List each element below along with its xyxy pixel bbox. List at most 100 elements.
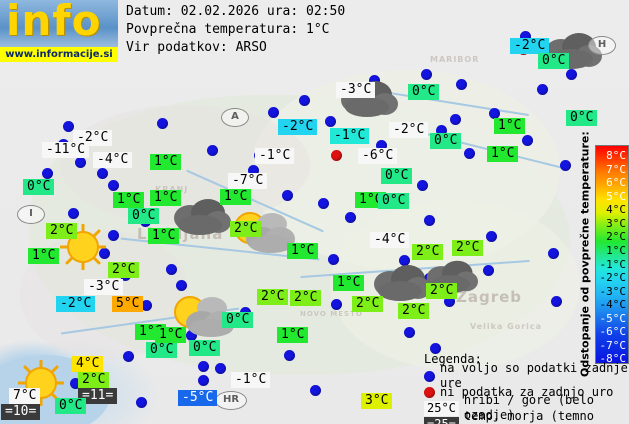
temperature-label: -11°C — [42, 142, 90, 158]
temperature-label: 0°C — [408, 84, 440, 100]
station-dot-available[interactable] — [157, 118, 168, 129]
station-dot-available[interactable] — [99, 248, 110, 259]
station-dot-available[interactable] — [299, 95, 310, 106]
station-dot-available[interactable] — [331, 299, 342, 310]
station-available-icon — [424, 370, 435, 382]
scale-tick: -5°C — [599, 311, 627, 325]
station-dot-available[interactable] — [430, 343, 441, 354]
logo-url-text: www.informacije.si — [5, 49, 113, 60]
temperature-label: 1°C — [113, 192, 145, 208]
station-dot-available[interactable] — [284, 350, 295, 361]
station-dot-available[interactable] — [522, 135, 533, 146]
station-dot-available[interactable] — [489, 108, 500, 119]
station-dot-available[interactable] — [456, 79, 467, 90]
station-dot-available[interactable] — [310, 385, 321, 396]
scale-tick: -1°C — [599, 257, 627, 271]
station-dot-available[interactable] — [108, 180, 119, 191]
legend-sea-chip: =25= — [424, 416, 459, 424]
station-dot-nodata[interactable] — [331, 150, 342, 161]
city-label: Velika Gorica — [470, 322, 543, 331]
station-dot-available[interactable] — [136, 397, 147, 408]
temperature-label: 2°C — [257, 289, 289, 305]
station-dot-available[interactable] — [328, 254, 339, 265]
station-dot-available[interactable] — [450, 114, 461, 125]
station-dot-available[interactable] — [464, 148, 475, 159]
station-dot-available[interactable] — [166, 264, 177, 275]
station-dot-available[interactable] — [444, 296, 455, 307]
station-dot-available[interactable] — [486, 231, 497, 242]
temperature-label: 7°C — [9, 388, 41, 404]
scale-tick: 8°C — [606, 149, 626, 162]
temperature-label: 0°C — [378, 193, 410, 209]
station-dot-available[interactable] — [520, 31, 531, 42]
station-dot-available[interactable] — [97, 168, 108, 179]
temperature-label: 0°C — [23, 179, 55, 195]
station-dot-available[interactable] — [483, 265, 494, 276]
station-dot-available[interactable] — [75, 157, 86, 168]
station-dot-available[interactable] — [198, 375, 209, 386]
station-dot-available[interactable] — [215, 363, 226, 374]
temperature-label: 0°C — [55, 398, 87, 414]
temperature-label: 2°C — [108, 262, 140, 278]
station-dot-available[interactable] — [399, 255, 410, 266]
station-dot-available[interactable] — [417, 180, 428, 191]
station-dot-available[interactable] — [268, 107, 279, 118]
station-dot-available[interactable] — [186, 330, 197, 341]
station-dot-available[interactable] — [345, 212, 356, 223]
temperature-anomaly-scale: 8°C 7°C 6°C 5°C 4°C 3°C 2°C 1°C -1°C -2°C -3°C -4°C… — [595, 145, 629, 365]
station-dot-available[interactable] — [376, 140, 387, 151]
legend-item: 25°C hribi / gore (belo ozadje) — [424, 393, 629, 422]
temperature-label: 2°C — [290, 290, 322, 306]
station-dot-available[interactable] — [424, 215, 435, 226]
station-dot-available[interactable] — [436, 125, 447, 136]
station-dot-available[interactable] — [548, 248, 559, 259]
scale-tick: 6°C — [606, 176, 626, 190]
temperature-label: -2°C — [510, 38, 550, 54]
temperature-label: 3°C — [361, 393, 393, 409]
station-dot-available[interactable] — [369, 75, 380, 86]
station-dot-available[interactable] — [70, 378, 81, 389]
temperature-label: -5°C — [178, 390, 218, 406]
logo-url-bar: www.informacije.si — [0, 47, 118, 62]
temperature-label: 1°C — [277, 327, 309, 343]
station-dot-available[interactable] — [551, 296, 562, 307]
station-dot-available[interactable] — [108, 230, 119, 241]
temperature-label: 0°C — [566, 110, 598, 126]
station-dot-available[interactable] — [42, 168, 53, 179]
station-dot-available[interactable] — [282, 190, 293, 201]
station-dot-available[interactable] — [404, 327, 415, 338]
temperature-label: 1°C — [155, 327, 187, 343]
temperature-label: -2°C — [56, 296, 96, 312]
station-dot-available[interactable] — [248, 165, 259, 176]
station-dot-available[interactable] — [566, 69, 577, 80]
station-dot-available[interactable] — [325, 116, 336, 127]
city-label: NOVO MESTO — [300, 310, 363, 318]
temperature-label: -1°C — [231, 372, 271, 388]
station-dot-available[interactable] — [68, 208, 79, 219]
station-dot-available[interactable] — [537, 84, 548, 95]
temperature-label: -4°C — [93, 152, 133, 168]
temperature-label: 1°C — [220, 189, 252, 205]
temperature-label: 5°C — [112, 296, 144, 312]
station-dot-available[interactable] — [63, 121, 74, 132]
station-dot-available[interactable] — [176, 280, 187, 291]
temperature-label: -1°C — [330, 128, 370, 144]
temperature-label: -6°C — [358, 148, 398, 164]
temperature-label: 0°C — [381, 168, 413, 184]
scale-tick: 5°C — [606, 189, 626, 203]
station-dot-available[interactable] — [207, 145, 218, 156]
scale-tick: 3°C — [606, 216, 626, 230]
temperature-label: 1°C — [148, 228, 180, 244]
temperature-label: 0°C — [128, 208, 160, 224]
station-dot-available[interactable] — [318, 198, 329, 209]
station-dot-available[interactable] — [141, 300, 152, 311]
station-dot-available[interactable] — [198, 361, 209, 372]
temperature-label: -3°C — [84, 279, 124, 295]
station-dot-available[interactable] — [421, 69, 432, 80]
station-dot-available[interactable] — [560, 160, 571, 171]
temperature-label: 0°C — [146, 342, 178, 358]
station-dot-available[interactable] — [123, 351, 134, 362]
site-logo[interactable]: info www.informacije.si — [0, 0, 118, 62]
temperature-label: 0°C — [189, 340, 221, 356]
